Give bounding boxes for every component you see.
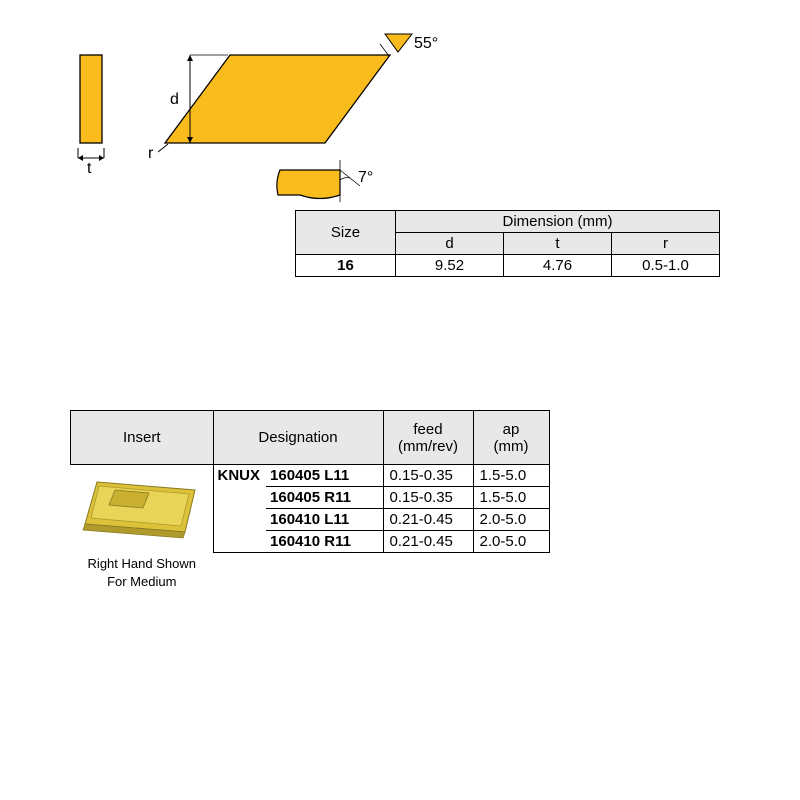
- desig-0: 160405 L11: [266, 465, 383, 487]
- dim-subheader-t: t: [504, 233, 612, 255]
- dim-subheader-r: r: [612, 233, 720, 255]
- insert-header-ap: ap (mm): [473, 411, 549, 465]
- insert-thumbnail: [77, 472, 207, 542]
- angle-top-label: 55°: [414, 35, 438, 52]
- dim-r-value: 0.5-1.0: [612, 255, 720, 277]
- technical-diagram: t d r 55° 7°: [70, 30, 470, 210]
- dim-header-dimension: Dimension (mm): [396, 211, 720, 233]
- insert-header-insert: Insert: [71, 411, 214, 465]
- feed-2: 0.21-0.45: [383, 509, 473, 531]
- label-d: d: [170, 91, 179, 108]
- label-r: r: [148, 145, 154, 162]
- desig-1: 160405 R11: [266, 487, 383, 509]
- caption-line1: Right Hand Shown: [77, 555, 208, 573]
- label-t: t: [87, 160, 92, 177]
- insert-table: Insert Designation feed (mm/rev) ap (mm)…: [70, 410, 550, 593]
- dim-header-size: Size: [296, 211, 396, 255]
- angle-bottom-label: 7°: [358, 169, 373, 186]
- ap-3: 2.0-5.0: [473, 531, 549, 553]
- ap-0: 1.5-5.0: [473, 465, 549, 487]
- insert-header-feed: feed (mm/rev): [383, 411, 473, 465]
- feed-1: 0.15-0.35: [383, 487, 473, 509]
- caption-line2: For Medium: [77, 573, 208, 591]
- insert-image-cell: [71, 465, 214, 553]
- dim-d-value: 9.52: [396, 255, 504, 277]
- dimension-table: Size Dimension (mm) d t r 16 9.52 4.76 0…: [295, 210, 720, 277]
- insert-family: KNUX: [213, 465, 266, 553]
- dim-subheader-d: d: [396, 233, 504, 255]
- feed-3: 0.21-0.45: [383, 531, 473, 553]
- diagram-svg: t d r 55° 7°: [70, 30, 470, 220]
- feed-0: 0.15-0.35: [383, 465, 473, 487]
- ap-1: 1.5-5.0: [473, 487, 549, 509]
- dim-size-value: 16: [296, 255, 396, 277]
- insert-header-designation: Designation: [213, 411, 383, 465]
- desig-2: 160410 L11: [266, 509, 383, 531]
- ap-2: 2.0-5.0: [473, 509, 549, 531]
- dim-t-value: 4.76: [504, 255, 612, 277]
- insert-caption-cell: Right Hand Shown For Medium: [71, 553, 214, 593]
- desig-3: 160410 R11: [266, 531, 383, 553]
